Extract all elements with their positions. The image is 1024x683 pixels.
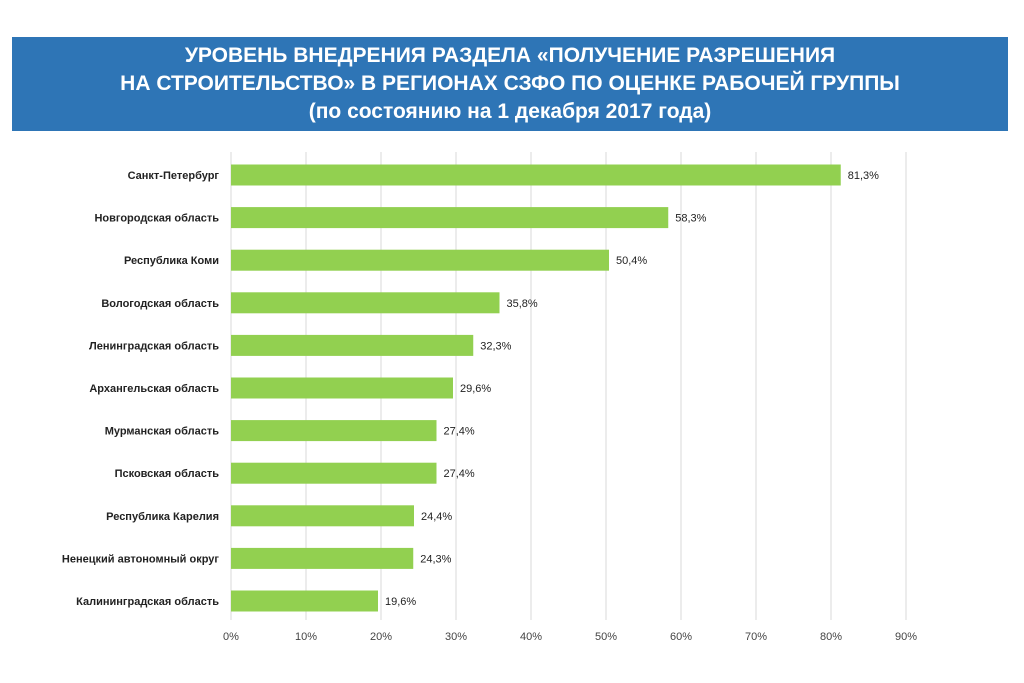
value-label: 35,8% bbox=[507, 298, 538, 310]
category-label: Ленинградская область bbox=[89, 340, 219, 352]
value-label: 27,4% bbox=[444, 468, 475, 480]
category-label: Новгородская область bbox=[94, 213, 219, 225]
value-label: 29,6% bbox=[460, 383, 491, 395]
bar bbox=[231, 164, 841, 186]
category-label: Калининградская область bbox=[76, 596, 219, 608]
bars bbox=[231, 164, 841, 612]
x-tick-label: 80% bbox=[820, 631, 842, 643]
x-axis-tick-labels: 0% 10% 20% 30% 40% 50% 60% 70% 80% 90% bbox=[223, 631, 917, 643]
bar bbox=[231, 505, 414, 527]
category-label: Архангельская область bbox=[89, 383, 219, 395]
chart-subtitle: (по состоянию на 1 декабря 2017 года) bbox=[308, 100, 712, 123]
chart-title-line-1: УРОВЕНЬ ВНЕДРЕНИЯ РАЗДЕЛА «ПОЛУЧЕНИЕ РАЗ… bbox=[184, 44, 836, 67]
category-label: Псковская область bbox=[115, 468, 220, 480]
category-label: Вологодская область bbox=[101, 298, 219, 310]
bar bbox=[231, 334, 474, 356]
bar bbox=[231, 462, 437, 484]
value-label: 50,4% bbox=[616, 255, 647, 267]
x-tick-label: 30% bbox=[445, 631, 467, 643]
bar bbox=[231, 590, 378, 612]
category-label: Санкт-Петербург bbox=[128, 170, 220, 182]
category-label: Ненецкий автономный округ bbox=[62, 553, 219, 565]
chart-title-banner: УРОВЕНЬ ВНЕДРЕНИЯ РАЗДЕЛА «ПОЛУЧЕНИЕ РАЗ… bbox=[12, 37, 1008, 131]
category-label: Республика Коми bbox=[124, 255, 219, 267]
value-label: 32,3% bbox=[480, 340, 511, 352]
bar bbox=[231, 207, 669, 229]
bar bbox=[231, 420, 437, 442]
chart-title-line-2: НА СТРОИТЕЛЬСТВО» В РЕГИОНАХ СЗФО ПО ОЦЕ… bbox=[120, 72, 900, 95]
bar bbox=[231, 377, 453, 399]
gridlines bbox=[230, 152, 907, 620]
x-tick-label: 40% bbox=[520, 631, 542, 643]
x-tick-label: 90% bbox=[895, 631, 917, 643]
category-labels: Санкт-Петербург Новгородская область Респу… bbox=[62, 170, 219, 608]
value-label: 58,3% bbox=[675, 213, 706, 225]
x-tick-label: 0% bbox=[223, 631, 239, 643]
x-tick-label: 20% bbox=[370, 631, 392, 643]
x-tick-label: 70% bbox=[745, 631, 767, 643]
value-label: 19,6% bbox=[385, 596, 416, 608]
value-label: 81,3% bbox=[848, 170, 879, 182]
category-label: Мурманская область bbox=[105, 426, 220, 438]
bar bbox=[231, 292, 500, 314]
value-label: 27,4% bbox=[444, 426, 475, 438]
x-tick-label: 10% bbox=[295, 631, 317, 643]
value-labels: 81,3% 58,3% 50,4% 35,8% 32,3% 29,6% 27,4% 27,4%… bbox=[385, 170, 879, 608]
x-tick-label: 60% bbox=[670, 631, 692, 643]
bar bbox=[231, 249, 609, 271]
bar bbox=[231, 547, 414, 569]
category-label: Республика Карелия bbox=[106, 511, 219, 523]
x-tick-label: 50% bbox=[595, 631, 617, 643]
value-label: 24,4% bbox=[421, 511, 452, 523]
value-label: 24,3% bbox=[420, 553, 451, 565]
